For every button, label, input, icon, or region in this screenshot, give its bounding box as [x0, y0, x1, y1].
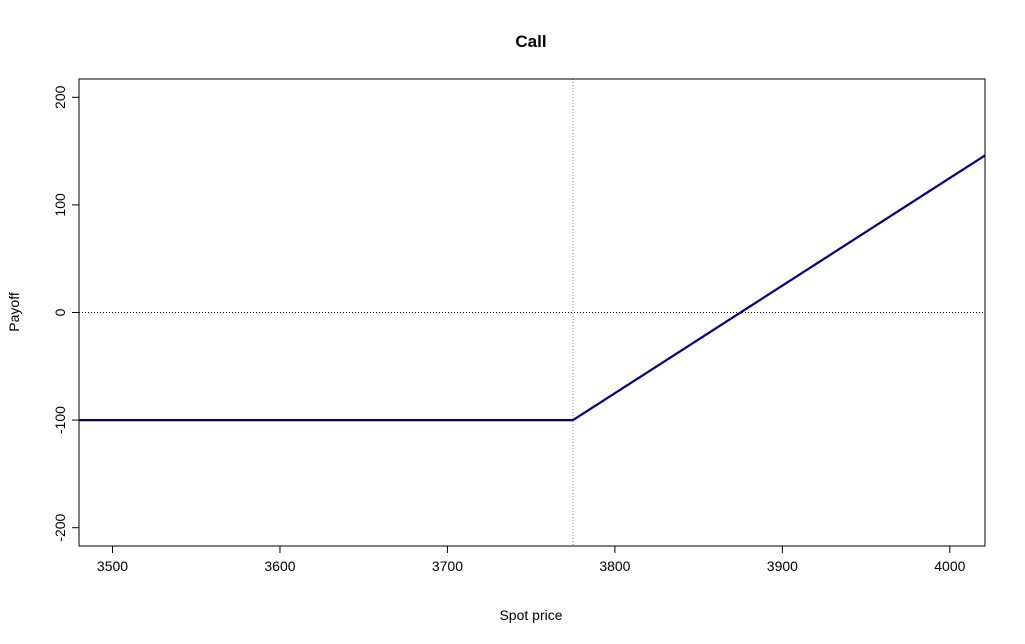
- x-tick-label: 3700: [432, 558, 463, 574]
- y-tick-label: 200: [52, 85, 68, 109]
- y-tick-label: 100: [52, 193, 68, 217]
- plot-area: 3500 3600 3700 3800 3900 4000 -200 -100 0 100 200: [52, 78, 986, 574]
- chart-title: Call: [515, 32, 546, 51]
- y-axis-label: Payoff: [6, 292, 22, 332]
- x-tick-label: 3800: [599, 558, 630, 574]
- y-tick-label: 0: [52, 308, 68, 316]
- x-tick-label: 3600: [264, 558, 295, 574]
- x-axis-label: Spot price: [499, 607, 562, 623]
- x-tick-label: 3900: [767, 558, 798, 574]
- x-tick-label: 4000: [934, 558, 965, 574]
- payoff-series-line-0: [79, 154, 986, 422]
- y-tick-label: -200: [52, 513, 68, 541]
- x-tick-label: 3500: [97, 558, 128, 574]
- y-tick-label: -100: [52, 406, 68, 434]
